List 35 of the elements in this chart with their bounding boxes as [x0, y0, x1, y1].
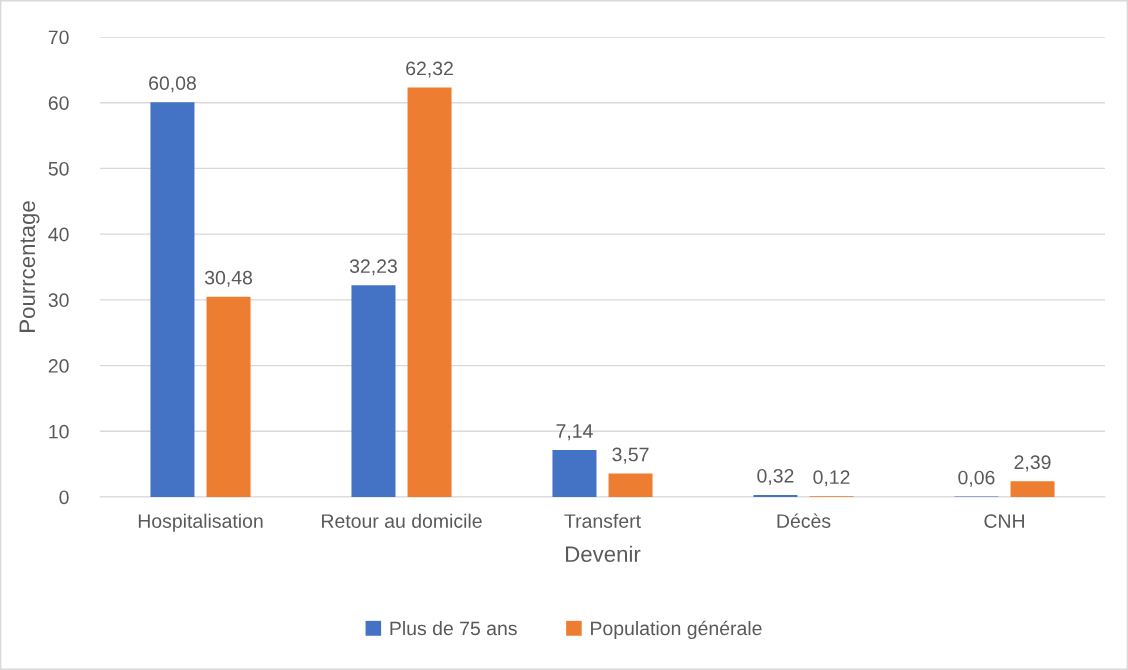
x-tick-label: CNH	[984, 514, 1024, 528]
bar	[552, 450, 597, 497]
y-tick-label: 60	[48, 96, 69, 110]
data-label: 3,57	[612, 447, 649, 464]
y-tick-label: 70	[48, 30, 69, 45]
data-label: 0,06	[958, 470, 995, 487]
y-tick-label: 30	[48, 293, 69, 308]
bar	[407, 87, 452, 497]
bar	[1010, 481, 1055, 497]
bar	[351, 285, 396, 497]
bar	[753, 494, 798, 497]
y-tick-label: 10	[49, 424, 69, 439]
y-tick-label: 40	[48, 227, 69, 242]
data-label: 2,39	[1014, 455, 1051, 472]
x-tick-label: Décès	[777, 513, 831, 528]
bar	[150, 102, 195, 497]
y-tick-label: 0	[59, 490, 69, 505]
x-axis-title: Devenir	[566, 545, 641, 562]
data-label: 7,14	[556, 424, 593, 441]
bar	[608, 473, 653, 497]
y-tick-label: 50	[48, 161, 69, 176]
data-label: 0,12	[813, 470, 850, 487]
legend-label: Population générale	[591, 620, 762, 640]
data-label: 30,48	[204, 270, 253, 287]
data-label: 62,32	[406, 61, 453, 78]
y-axis-title: Pourrcentage	[19, 201, 40, 332]
data-label: 32,23	[349, 259, 397, 276]
x-tick-label: Transfert	[564, 513, 641, 528]
legend-label: Plus de 75 ans	[390, 620, 517, 636]
y-tick-label: 20	[48, 359, 69, 373]
x-tick-label: Retour au domicile	[322, 513, 482, 528]
data-label: 60,08	[149, 76, 196, 93]
data-label: 0,32	[757, 468, 794, 486]
bar	[206, 296, 251, 497]
x-tick-label: Hospitalisation	[138, 513, 263, 532]
